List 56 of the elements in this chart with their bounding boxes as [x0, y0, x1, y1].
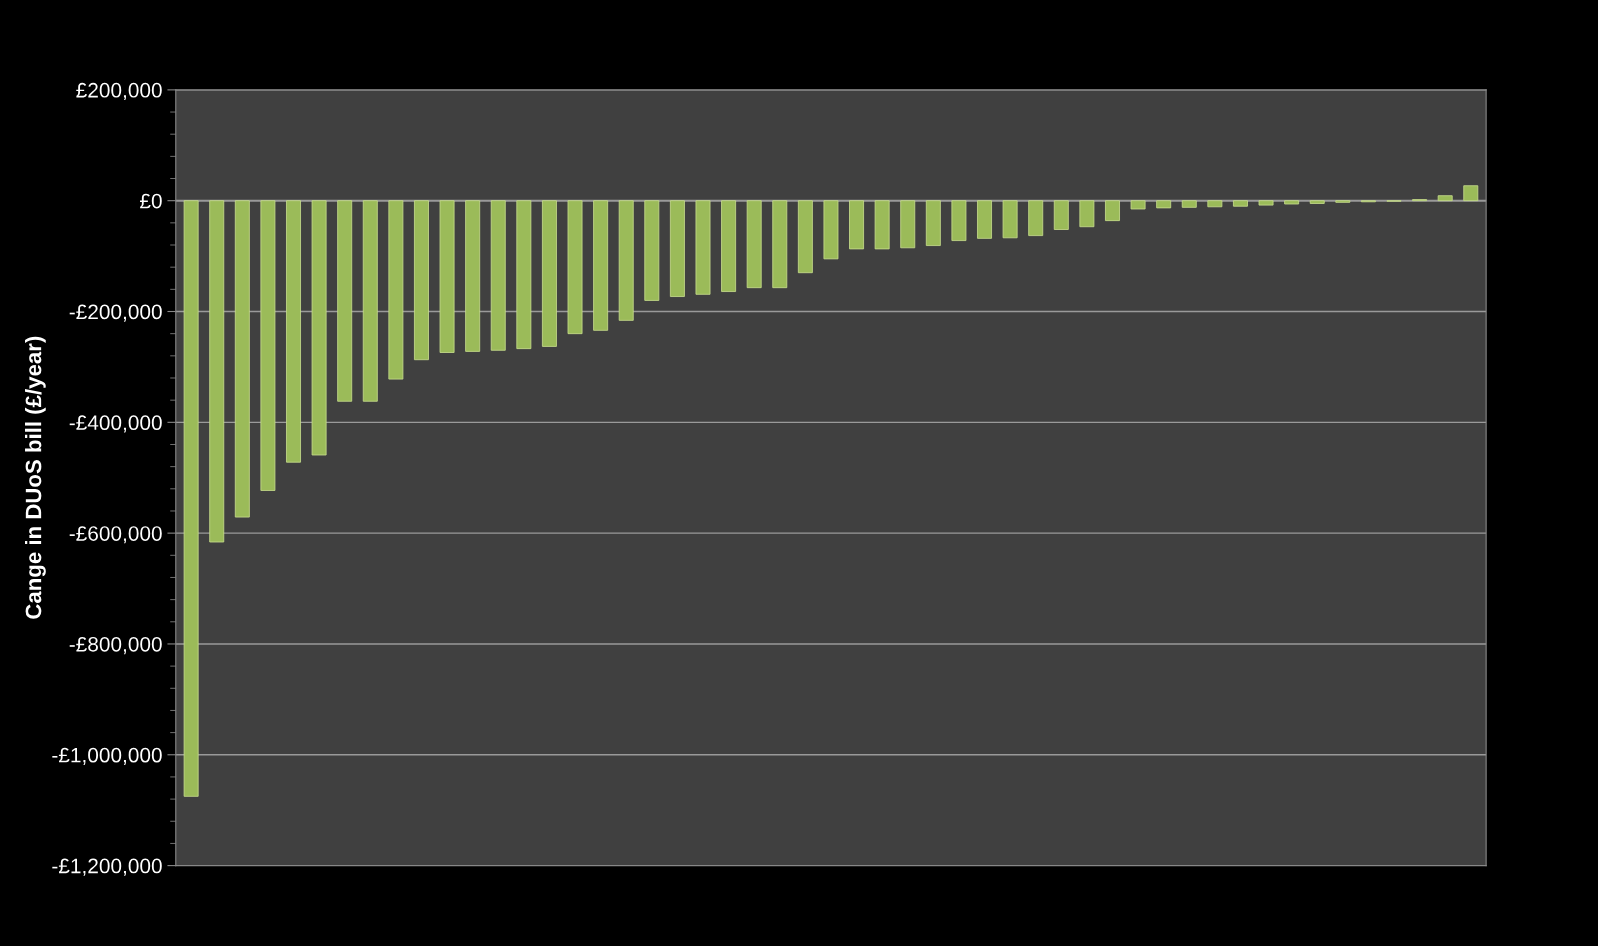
bar	[1002, 200, 1018, 239]
y-tick-label: -£400,000	[69, 415, 162, 433]
bar	[900, 200, 916, 249]
y-tick-label: -£1,000,000	[52, 747, 162, 765]
bar	[797, 200, 813, 274]
y-tick-label: -£1,200,000	[52, 858, 162, 876]
bar	[644, 200, 660, 301]
bar	[465, 200, 481, 352]
bar	[695, 200, 711, 295]
bar	[1309, 200, 1325, 204]
bar	[1028, 200, 1044, 237]
y-tick-label: -£600,000	[69, 526, 162, 544]
bar	[1284, 200, 1300, 205]
bar	[977, 200, 992, 239]
bar	[260, 200, 276, 491]
bar	[1105, 200, 1120, 222]
bar	[286, 200, 301, 463]
bar	[311, 200, 327, 456]
bar	[1079, 200, 1095, 228]
bar	[541, 200, 557, 347]
bar	[388, 200, 404, 380]
bar	[183, 200, 199, 797]
bar	[234, 200, 250, 518]
y-tick-label: -£200,000	[69, 304, 162, 322]
bar	[362, 200, 378, 402]
bar	[1156, 200, 1172, 209]
bar	[618, 200, 634, 321]
bar	[1207, 200, 1223, 208]
bar	[516, 200, 532, 350]
bar	[1258, 200, 1274, 206]
bar	[1053, 200, 1069, 230]
bar	[1181, 200, 1197, 208]
bar	[669, 200, 685, 297]
bar	[490, 200, 506, 351]
bar	[209, 200, 225, 543]
bar	[874, 200, 890, 250]
bar	[951, 200, 967, 241]
bar	[1463, 185, 1479, 202]
bar	[593, 200, 609, 331]
bar	[1437, 195, 1453, 202]
bar	[746, 200, 762, 289]
bar	[439, 200, 455, 353]
bar	[1130, 200, 1146, 210]
bar	[337, 200, 353, 402]
bar	[849, 200, 865, 250]
bar	[721, 200, 737, 292]
bar	[567, 200, 583, 335]
bar	[1232, 200, 1248, 207]
y-tick-label: £0	[140, 193, 162, 209]
bar	[925, 200, 941, 246]
bar	[414, 200, 429, 361]
bar	[772, 200, 788, 289]
y-tick-label: -£800,000	[69, 636, 162, 655]
y-axis-title: Cange in DUoS bill (£/year)	[25, 336, 46, 619]
y-tick-label: £200,000	[76, 82, 162, 101]
bar	[823, 200, 839, 260]
